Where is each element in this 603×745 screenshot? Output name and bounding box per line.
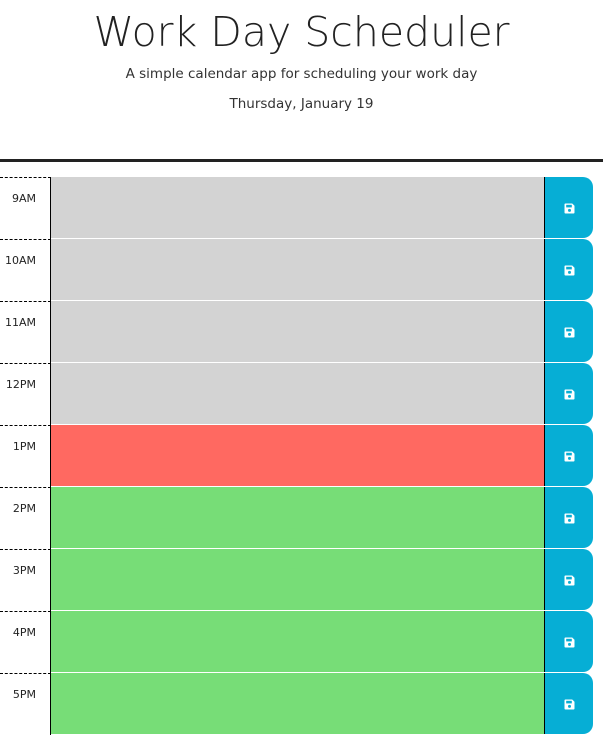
hour-label: 9AM [0, 177, 51, 239]
page-header: Work Day Scheduler A simple calendar app… [0, 0, 603, 162]
save-icon [564, 513, 575, 524]
event-description-input[interactable] [51, 239, 544, 301]
hour-label: 1PM [0, 425, 51, 487]
save-button[interactable] [544, 673, 593, 734]
event-description-input[interactable] [51, 363, 544, 425]
hour-label: 5PM [0, 673, 51, 735]
save-button[interactable] [544, 611, 593, 672]
save-icon [564, 451, 575, 462]
save-icon [564, 203, 575, 214]
time-block-row: 12PM [0, 363, 603, 425]
save-button[interactable] [544, 301, 593, 362]
time-block-row: 1PM [0, 425, 603, 487]
save-button[interactable] [544, 239, 593, 300]
save-icon [564, 637, 575, 648]
save-icon [564, 389, 575, 400]
page-subtitle: A simple calendar app for scheduling you… [125, 66, 478, 82]
event-description-input[interactable] [51, 549, 544, 611]
event-description-input[interactable] [51, 673, 544, 735]
hour-label: 11AM [0, 301, 51, 363]
event-description-input[interactable] [51, 301, 544, 363]
hour-label: 2PM [0, 487, 51, 549]
time-block-row: 4PM [0, 611, 603, 673]
save-button[interactable] [544, 177, 593, 238]
page-title: Work Day Scheduler [93, 8, 510, 56]
save-button[interactable] [544, 425, 593, 486]
hour-label: 4PM [0, 611, 51, 673]
save-icon [564, 327, 575, 338]
hour-label: 10AM [0, 239, 51, 301]
save-button[interactable] [544, 549, 593, 610]
time-block-row: 11AM [0, 301, 603, 363]
event-description-input[interactable] [51, 611, 544, 673]
schedule-container: 9AM 10AM 11AM 12PM 1PM 2PM 3PM 4PM 5PM [0, 177, 603, 735]
time-block-row: 5PM [0, 673, 603, 735]
time-block-row: 9AM [0, 177, 603, 239]
event-description-input[interactable] [51, 425, 544, 487]
save-button[interactable] [544, 363, 593, 424]
event-description-input[interactable] [51, 487, 544, 549]
hour-label: 3PM [0, 549, 51, 611]
hour-label: 12PM [0, 363, 51, 425]
event-description-input[interactable] [51, 177, 544, 239]
time-block-row: 3PM [0, 549, 603, 611]
current-day: Thursday, January 19 [229, 96, 374, 112]
time-block-row: 10AM [0, 239, 603, 301]
time-block-row: 2PM [0, 487, 603, 549]
save-icon [564, 575, 575, 586]
save-icon [564, 699, 575, 710]
save-button[interactable] [544, 487, 593, 548]
save-icon [564, 265, 575, 276]
